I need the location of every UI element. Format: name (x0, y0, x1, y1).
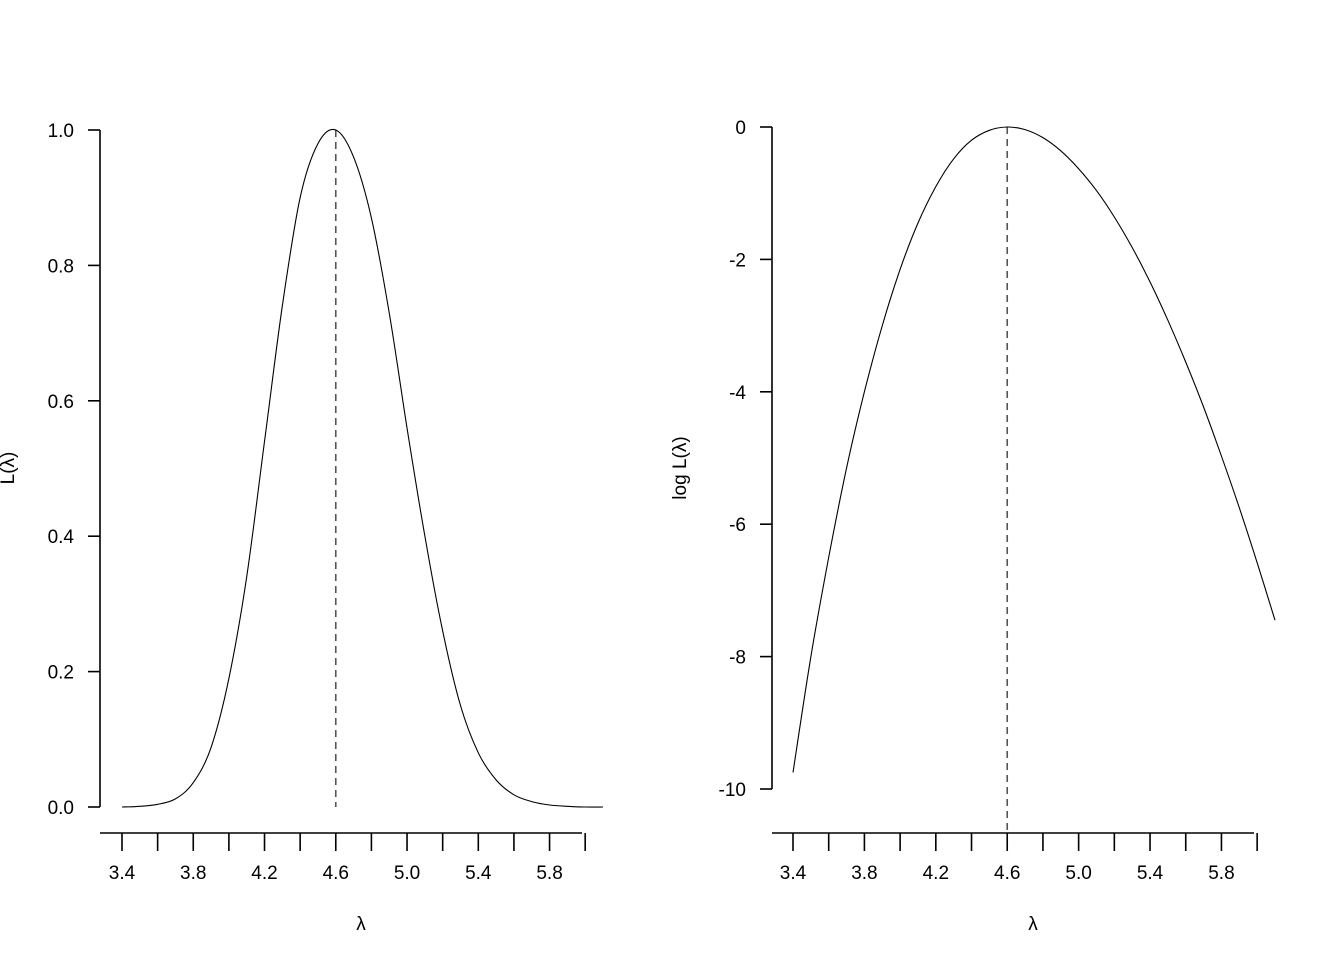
x-tick-label: 4.6 (323, 863, 349, 884)
y-tick-label: 0.0 (48, 798, 74, 819)
x-tick-label: 3.8 (851, 863, 877, 884)
x-tick-label: 5.0 (394, 863, 420, 884)
y-tick-label: 0.6 (48, 392, 74, 413)
x-tick-label: 4.2 (923, 863, 949, 884)
log-likelihood-panel: 0 -2 -4 -6 -8 -10 3.4 3.8 4.2 4.6 5.0 5.4 5.8 λ log L(… (670, 118, 1276, 935)
y-tick-label: -10 (719, 780, 746, 801)
x-tick-label: 3.4 (109, 863, 136, 884)
y-tick-label: 0 (735, 118, 746, 139)
x-tick-label: 4.2 (251, 863, 277, 884)
x-tick-label: 5.4 (1137, 863, 1164, 884)
y-tick-label: 0.8 (48, 256, 74, 277)
x-tick-label: 3.8 (180, 863, 206, 884)
y-tick-label: -8 (729, 648, 746, 669)
x-tick-label: 3.4 (780, 863, 807, 884)
series-line (121, 128, 604, 808)
x-axis-title: λ (1028, 914, 1038, 935)
y-tick-label: -6 (729, 515, 746, 536)
y-tick-label: -4 (729, 383, 746, 404)
x-tick-label: 5.4 (465, 863, 492, 884)
y-tick-label: 0.2 (48, 663, 74, 684)
y-tick-label: 0.4 (48, 527, 75, 548)
likelihood-panel: 0.0 0.2 0.4 0.6 0.8 1.0 3.4 3.8 4.2 4.6 5.0 5.4 5.8 λ… (0, 121, 604, 935)
y-tick-label: -2 (729, 250, 746, 271)
y-tick-label: 1.0 (48, 121, 74, 142)
x-tick-label: 4.6 (994, 863, 1020, 884)
y-axis-title: L(λ) (0, 452, 19, 485)
x-tick-label: 5.0 (1065, 863, 1091, 884)
x-tick-label: 5.8 (1208, 863, 1234, 884)
series-line (792, 126, 1276, 773)
x-tick-label: 5.8 (536, 863, 562, 884)
y-axis-title: log L(λ) (670, 436, 691, 499)
x-axis-title: λ (356, 914, 366, 935)
